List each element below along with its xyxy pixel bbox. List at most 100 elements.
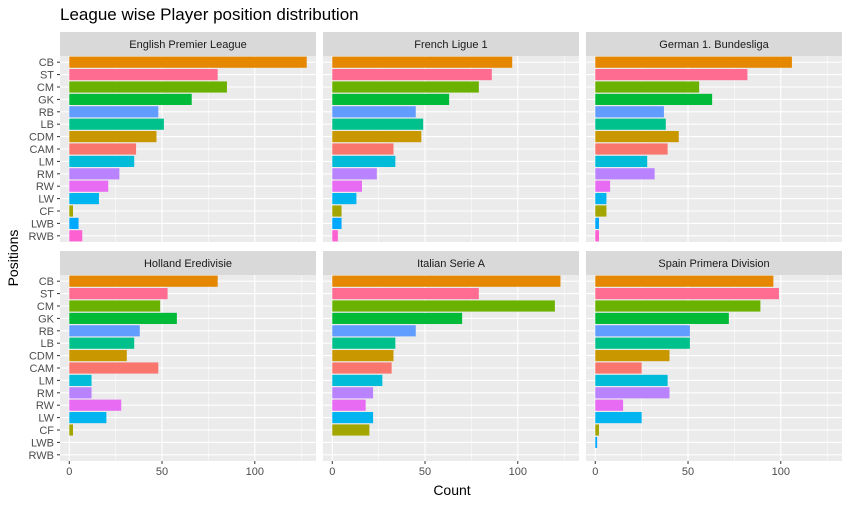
facet-strip-label: Spain Primera Division: [658, 258, 769, 270]
y-tick-label: CDM: [29, 351, 54, 363]
bar-cdm: [332, 350, 394, 362]
bar-lb: [332, 337, 396, 349]
y-tick-label: CM: [37, 82, 54, 94]
bar-rw: [69, 180, 109, 192]
y-tick-label: CM: [37, 301, 54, 313]
bar-lm: [332, 374, 383, 386]
bar-cf: [69, 424, 73, 436]
bar-cm: [69, 300, 161, 312]
bar-lm: [595, 155, 648, 167]
bar-rm: [595, 168, 655, 180]
bar-lm: [69, 374, 92, 386]
y-tick-label: RB: [39, 107, 54, 119]
bar-rb: [332, 106, 416, 118]
bar-lw: [332, 193, 357, 205]
panel-italian-serie-a: Italian Serie A 0 50 100: [323, 251, 579, 478]
bar-cb: [332, 275, 561, 287]
bar-cb: [332, 56, 513, 68]
x-tick-label: 0: [66, 466, 72, 478]
bar-cam: [332, 362, 392, 374]
bar-cdm: [69, 131, 157, 143]
bar-lm: [595, 374, 668, 386]
bar-lw: [595, 193, 607, 205]
bar-cf: [332, 424, 370, 436]
bar-rw: [332, 180, 362, 192]
bar-rm: [332, 168, 377, 180]
bar-lwb: [595, 217, 599, 229]
bar-st: [595, 288, 779, 300]
bar-rm: [332, 387, 374, 399]
y-tick-label: LW: [38, 413, 54, 425]
bar-gk: [595, 93, 713, 105]
bar-cam: [332, 143, 394, 155]
bar-cam: [595, 143, 668, 155]
y-tick-label: CB: [39, 57, 54, 69]
x-tick-label: 0: [592, 466, 598, 478]
x-tick-label: 0: [329, 466, 335, 478]
bar-st: [595, 69, 748, 81]
y-tick-label: ST: [40, 289, 54, 301]
y-tick-label: GK: [38, 313, 55, 325]
y-tick-label: CF: [39, 206, 54, 218]
facet-strip-label: English Premier League: [129, 39, 246, 51]
bar-cm: [332, 300, 555, 312]
bar-cm: [595, 81, 700, 93]
bar-st: [332, 288, 479, 300]
y-tick-label: RWB: [29, 450, 54, 462]
bar-lb: [69, 337, 135, 349]
panel-english-premier-league: English Premier League CBSTCMGKRBLBCDMCAM…: [29, 32, 316, 243]
bar-lm: [332, 155, 396, 167]
bar-st: [69, 69, 218, 81]
bar-cf: [595, 205, 607, 217]
y-tick-label: CF: [39, 425, 54, 437]
bar-cf: [332, 205, 342, 217]
bar-lm: [69, 155, 135, 167]
y-tick-label: LW: [38, 194, 54, 206]
bar-cm: [595, 300, 761, 312]
bar-cdm: [69, 350, 127, 362]
bar-cam: [595, 362, 642, 374]
bar-cm: [332, 81, 479, 93]
bar-lb: [69, 118, 164, 130]
bar-cb: [69, 56, 307, 68]
bar-cm: [69, 81, 227, 93]
x-tick-label: 100: [509, 466, 527, 478]
x-tick-label: 100: [772, 466, 790, 478]
y-tick-label: LWB: [31, 437, 54, 449]
bar-rw: [595, 180, 611, 192]
facet-strip: [323, 32, 579, 56]
y-tick-label: CB: [39, 276, 54, 288]
bar-cdm: [332, 131, 422, 143]
bar-cam: [69, 143, 137, 155]
bar-gk: [332, 312, 463, 324]
bar-rb: [595, 106, 664, 118]
bar-rwb: [332, 230, 338, 242]
facet-strip-label: Italian Serie A: [417, 258, 486, 270]
x-tick-label: 50: [682, 466, 694, 478]
x-tick-label: 50: [156, 466, 168, 478]
bar-lw: [69, 193, 99, 205]
panel-french-ligue-1: French Ligue 1: [323, 32, 579, 242]
bar-rw: [332, 399, 366, 411]
facet-strip-label: German 1. Bundesliga: [659, 39, 769, 51]
bar-gk: [332, 93, 450, 105]
panel-spain-primera-division: Spain Primera Division 0 50 100: [586, 251, 842, 478]
y-tick-label: CAM: [30, 363, 54, 375]
y-tick-label: LM: [39, 156, 54, 168]
bar-gk: [69, 93, 192, 105]
bar-cf: [69, 205, 73, 217]
y-tick-label: LB: [41, 119, 54, 131]
bar-rb: [595, 325, 690, 337]
bar-lw: [595, 412, 642, 424]
bar-st: [332, 69, 492, 81]
bar-rm: [595, 387, 670, 399]
y-tick-label: ST: [40, 70, 54, 82]
bar-lw: [69, 412, 107, 424]
bar-rwb: [595, 230, 599, 242]
facet-strip-label: Holland Eredivisie: [144, 258, 232, 270]
bar-cb: [595, 275, 774, 287]
bar-rm: [69, 168, 120, 180]
facet-strip: [60, 32, 316, 56]
